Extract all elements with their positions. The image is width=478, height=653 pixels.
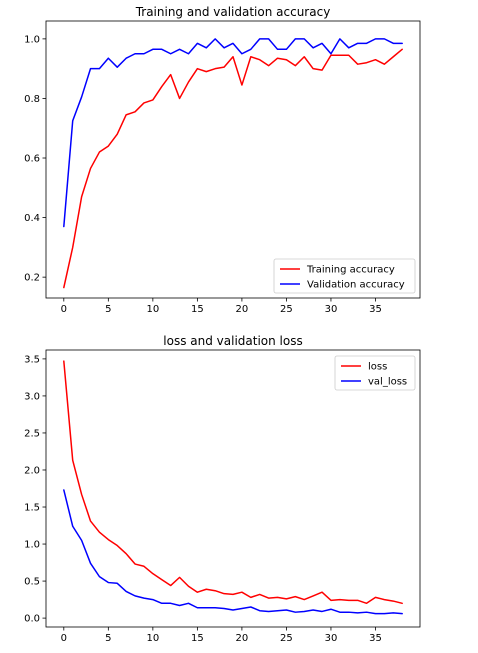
acc-x-tick-label: 5 xyxy=(105,304,111,315)
acc-x-tick-label: 0 xyxy=(61,304,67,315)
loss-x-tick-label: 10 xyxy=(146,633,159,644)
loss-x-tick-label: 25 xyxy=(280,633,293,644)
loss-x-tick-label: 15 xyxy=(191,633,204,644)
loss-x-tick-label: 35 xyxy=(369,633,382,644)
loss-legend: loss val_loss xyxy=(334,355,416,391)
acc-x-tick-label: 25 xyxy=(280,304,293,315)
acc-y-tick-label: 1.0 xyxy=(24,34,40,45)
loss-y-tick-label: 3.0 xyxy=(24,391,40,402)
loss-plot-frame xyxy=(45,349,421,628)
acc-x-tick-label: 35 xyxy=(369,304,382,315)
legend-label-loss: loss xyxy=(368,362,387,373)
loss-series xyxy=(63,360,403,615)
loss-y-tick-label: 0.5 xyxy=(24,577,40,588)
series-line-loss xyxy=(63,360,403,605)
acc-x-tick-label: 15 xyxy=(191,304,204,315)
loss-y-tick-label: 1.0 xyxy=(24,540,40,551)
loss-x-tick-label: 30 xyxy=(325,633,338,644)
loss-x-ticks: 0 5 10 15 20 25 30 35 xyxy=(61,627,382,644)
accuracy-chart-title: Training and validation accuracy xyxy=(135,5,331,19)
loss-y-ticks: 0.0 0.5 1.0 1.5 2.0 2.5 3.0 3.5 xyxy=(24,354,46,625)
loss-x-tick-label: 0 xyxy=(61,633,67,644)
accuracy-legend-box xyxy=(273,258,416,294)
legend-label-training-accuracy: Training accuracy xyxy=(306,265,395,276)
accuracy-y-ticks: 0.2 0.4 0.6 0.8 1.0 xyxy=(24,34,46,284)
acc-y-tick-label: 0.4 xyxy=(24,213,40,224)
acc-y-tick-label: 0.6 xyxy=(24,154,40,165)
acc-y-tick-label: 0.8 xyxy=(24,94,40,105)
loss-y-tick-label: 2.5 xyxy=(24,428,40,439)
accuracy-series xyxy=(63,38,403,289)
series-line-validation-accuracy xyxy=(63,38,403,228)
legend-label-validation-accuracy: Validation accuracy xyxy=(307,280,405,291)
series-line-val-loss xyxy=(63,489,403,615)
loss-y-tick-label: 1.5 xyxy=(24,503,40,514)
loss-chart-title: loss and validation loss xyxy=(163,334,302,348)
loss-y-tick-label: 0.0 xyxy=(24,614,40,625)
acc-x-tick-label: 30 xyxy=(325,304,338,315)
accuracy-legend: Training accuracy Validation accuracy xyxy=(273,258,416,294)
loss-x-tick-label: 20 xyxy=(236,633,249,644)
loss-y-tick-label: 3.5 xyxy=(24,354,40,365)
acc-x-tick-label: 20 xyxy=(236,304,249,315)
loss-y-tick-label: 2.0 xyxy=(24,465,40,476)
accuracy-plot-frame xyxy=(45,20,421,299)
legend-label-val-loss: val_loss xyxy=(368,377,407,388)
loss-x-tick-label: 5 xyxy=(105,633,111,644)
accuracy-chart: Training and validation accuracy 0 5 10 15 2… xyxy=(24,5,421,315)
acc-y-tick-label: 0.2 xyxy=(24,273,40,284)
accuracy-x-ticks: 0 5 10 15 20 25 30 35 xyxy=(61,298,382,315)
series-line-training-accuracy xyxy=(63,48,403,289)
acc-x-tick-label: 10 xyxy=(146,304,159,315)
loss-chart: loss and validation loss 0 5 10 15 20 25 30 35 … xyxy=(24,334,421,644)
